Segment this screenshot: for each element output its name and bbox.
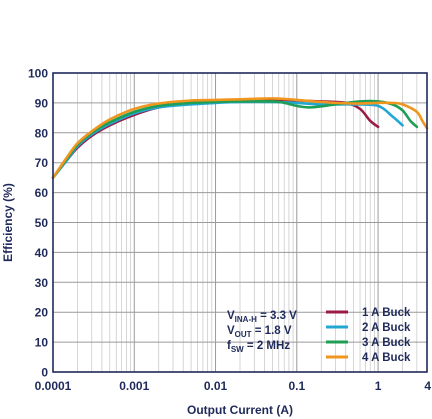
y-tick-label: 50: [35, 216, 49, 230]
plot-border: [52, 72, 428, 373]
y-tick-label: 60: [35, 186, 49, 200]
x-tick-label: 0.0001: [35, 379, 72, 393]
y-tick-label: 40: [35, 246, 49, 260]
x-tick-label: 4: [424, 379, 431, 393]
y-tick-labels: 0 10 20 30 40 50 60 70 80 90 100: [28, 67, 48, 380]
x-tick-label: 0.01: [204, 379, 228, 393]
x-tick-label: 0.1: [288, 379, 305, 393]
legend-label: 3 A Buck: [362, 337, 411, 349]
y-axis-title: Efficiency (%): [1, 183, 15, 262]
y-tick-label: 10: [35, 336, 49, 350]
x-tick-label: 1: [375, 379, 382, 393]
y-tick-label: 20: [35, 306, 49, 320]
series-layer: [51, 97, 429, 179]
legend-label: 4 A Buck: [362, 352, 411, 364]
annotation-line: VOUT = 1.8 V: [227, 325, 292, 339]
x-axis-title: Output Current (A): [187, 403, 293, 417]
y-tick-label: 100: [28, 67, 48, 81]
x-tick-labels: 0.0001 0.001 0.01 0.1 1 4: [35, 379, 432, 393]
y-tick-label: 90: [35, 96, 49, 110]
annotation-line: VINA-H = 3.3 V: [227, 310, 297, 324]
legend: 1 A Buck 2 A Buck 3 A Buck 4 A Buck: [326, 307, 411, 364]
plot-frame: [52, 72, 428, 373]
legend-label: 2 A Buck: [362, 322, 411, 334]
y-tick-label: 80: [35, 126, 49, 140]
y-tick-label: 0: [41, 366, 48, 380]
legend-label: 1 A Buck: [362, 307, 411, 319]
x-tick-label: 0.001: [119, 379, 149, 393]
y-tick-label: 30: [35, 276, 49, 290]
annotation-line: fSW = 2 MHz: [227, 340, 290, 354]
y-tick-label: 70: [35, 156, 49, 170]
series-line-4: [51, 97, 429, 179]
